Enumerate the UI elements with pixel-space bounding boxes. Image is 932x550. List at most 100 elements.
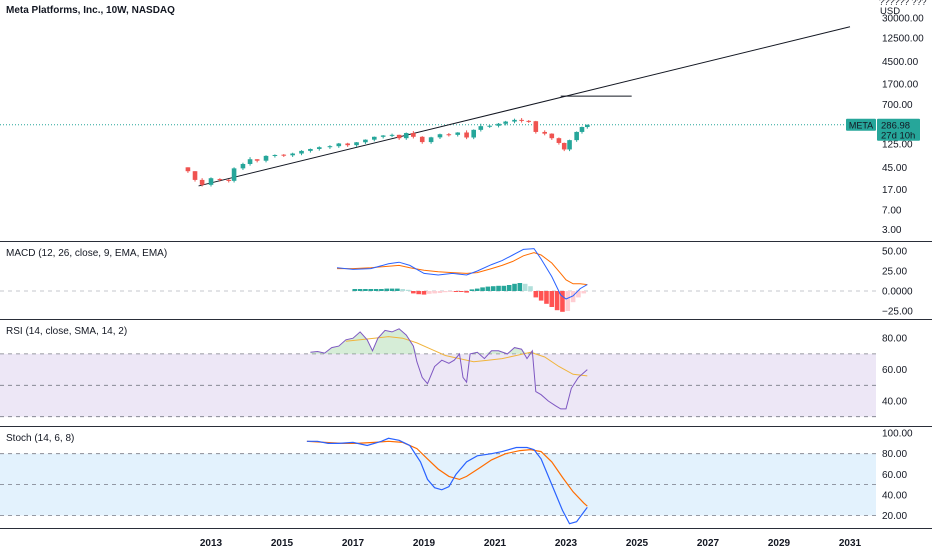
candle[interactable] — [208, 178, 214, 185]
candle[interactable] — [478, 126, 484, 130]
candle[interactable] — [380, 135, 386, 137]
macd-histogram-bar — [368, 289, 374, 291]
macd-histogram-bar — [512, 283, 517, 291]
macd-histogram-bar — [421, 291, 427, 295]
macd-histogram-bar — [506, 285, 512, 291]
candle[interactable] — [272, 154, 278, 156]
price-axis-tick-label: 17.00 — [882, 185, 907, 196]
macd-histogram-bar — [544, 291, 549, 304]
rsi-axis-tick-label: 60.00 — [882, 365, 907, 376]
candle[interactable] — [281, 154, 287, 156]
macd-histogram-bar — [416, 291, 421, 295]
macd-histogram-bar — [395, 288, 400, 291]
macd-signal-line — [337, 252, 588, 286]
candle[interactable] — [316, 147, 322, 149]
macd-histogram-bar — [533, 291, 539, 298]
macd-histogram-bar — [576, 291, 581, 298]
candle[interactable] — [437, 134, 443, 138]
candle[interactable] — [336, 143, 342, 147]
candle[interactable] — [533, 121, 539, 132]
candle[interactable] — [526, 120, 532, 122]
candle[interactable] — [585, 124, 590, 128]
candle[interactable] — [185, 167, 191, 172]
chart-title: Meta Platforms, Inc., 10W, NASDAQ — [6, 5, 175, 16]
candle[interactable] — [561, 142, 567, 150]
candle[interactable] — [556, 138, 562, 143]
macd-histogram-bar — [464, 291, 469, 293]
time-axis-tick-label: 2029 — [768, 538, 791, 549]
macd-histogram-bar — [389, 288, 395, 291]
candle[interactable] — [240, 163, 246, 169]
candle[interactable] — [503, 121, 508, 124]
macd-histogram-bar — [501, 285, 507, 291]
macd-histogram-bar — [485, 286, 491, 291]
candle[interactable] — [254, 159, 260, 161]
candle[interactable] — [363, 139, 368, 143]
candle[interactable] — [290, 153, 295, 156]
macd-axis-tick-label: −25.00 — [882, 307, 913, 318]
candle[interactable] — [574, 131, 579, 141]
macd-line — [336, 248, 588, 300]
candle[interactable] — [192, 171, 198, 180]
macd-histogram-bar — [554, 291, 560, 311]
candle[interactable] — [217, 179, 223, 181]
price-axis-tick-label: 30000.00 — [882, 14, 924, 25]
candle[interactable] — [455, 132, 461, 135]
candle[interactable] — [519, 119, 524, 121]
symbol-badge-label: META — [849, 120, 873, 130]
candle[interactable] — [446, 134, 452, 136]
macd-histogram-bar — [560, 291, 565, 312]
candle[interactable] — [464, 132, 469, 138]
candle[interactable] — [372, 136, 377, 140]
candle[interactable] — [299, 150, 304, 154]
candle[interactable] — [247, 159, 253, 164]
candle[interactable] — [389, 134, 395, 136]
candle[interactable] — [308, 148, 313, 151]
macd-histogram-bar — [480, 287, 485, 291]
candle[interactable] — [403, 133, 409, 139]
macd-histogram-bar — [581, 291, 587, 294]
rsi-axis-tick-label: 40.00 — [882, 397, 907, 408]
time-axis-tick-label: 2015 — [271, 538, 294, 549]
candle[interactable] — [199, 179, 205, 185]
last-price-value: 286.98 — [881, 120, 910, 131]
candle[interactable] — [512, 119, 517, 122]
candle[interactable] — [487, 125, 492, 127]
price-axis-tick-label: 4500.00 — [882, 57, 919, 68]
candle[interactable] — [567, 140, 572, 150]
candle[interactable] — [579, 127, 585, 132]
candle[interactable] — [263, 155, 269, 161]
candle[interactable] — [411, 133, 416, 137]
macd-histogram-bar — [538, 291, 544, 301]
candle[interactable] — [549, 133, 555, 139]
candle[interactable] — [542, 131, 547, 134]
macd-histogram-bar — [453, 291, 459, 292]
candle[interactable] — [226, 179, 232, 181]
rsi-label: RSI (14, close, SMA, 14, 2) — [6, 326, 127, 337]
macd-histogram-bar — [357, 289, 363, 291]
candle[interactable] — [354, 142, 359, 146]
trendline-drawing[interactable] — [198, 26, 851, 187]
macd-histogram-bar — [517, 283, 523, 291]
candle[interactable] — [345, 143, 350, 146]
candle[interactable] — [231, 168, 237, 181]
last-price-badge — [877, 118, 920, 141]
macd-histogram-bar — [522, 283, 528, 291]
candle[interactable] — [471, 129, 476, 138]
macd-histogram-bar — [363, 289, 368, 291]
macd-histogram-bar — [379, 289, 384, 291]
macd-histogram-bar — [458, 291, 464, 292]
stoch-d-line — [306, 440, 588, 507]
stoch-axis-tick-label: 100.00 — [882, 429, 913, 440]
candle[interactable] — [396, 134, 402, 139]
time-axis-tick-label: 2021 — [484, 538, 507, 549]
candle[interactable] — [428, 137, 434, 143]
candle[interactable] — [327, 146, 333, 148]
price-axis-tick-label: 1700.00 — [882, 79, 919, 90]
rsi-line — [310, 328, 588, 410]
candle[interactable] — [419, 136, 425, 143]
price-axis-tick-label: 700.00 — [882, 100, 913, 111]
macd-histogram-bar — [384, 288, 390, 291]
candle[interactable] — [496, 123, 501, 126]
